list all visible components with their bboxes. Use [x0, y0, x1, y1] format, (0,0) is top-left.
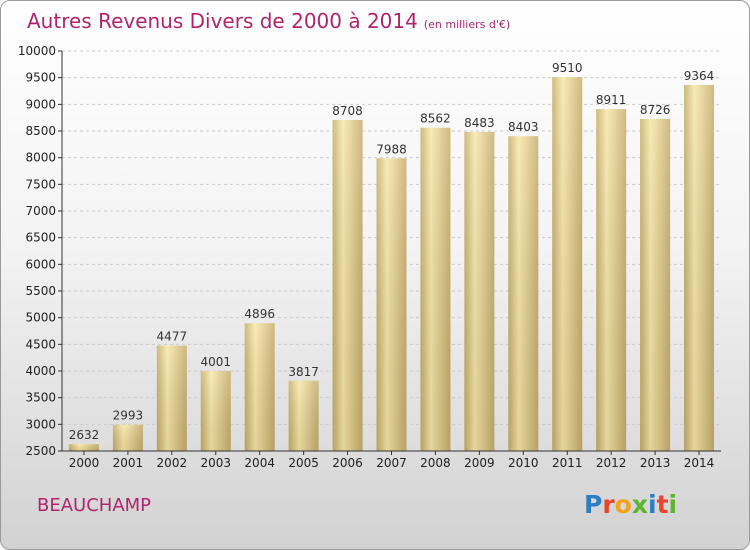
- bar-shade-2010: [508, 136, 539, 451]
- data-label-2007: 7988: [376, 142, 407, 156]
- logo-letter: t: [656, 490, 669, 519]
- x-tick-label: 2012: [596, 456, 627, 470]
- y-tick-label: 10000: [18, 44, 56, 58]
- data-label-2001: 2993: [113, 409, 144, 423]
- y-tick-label: 7500: [25, 177, 56, 191]
- y-tick-label: 3000: [25, 417, 56, 431]
- proxiti-logo: Proxiti: [584, 490, 677, 519]
- y-tick-label: 5000: [25, 311, 56, 325]
- bar-shade-2011: [552, 77, 583, 451]
- bar-shade-2012: [596, 109, 627, 451]
- x-tick-label: 2007: [376, 456, 407, 470]
- data-label-2011: 9510: [552, 61, 583, 75]
- x-tick-label: 2001: [113, 456, 144, 470]
- y-tick-label: 5500: [25, 284, 56, 298]
- bar-shade-2005: [288, 380, 319, 451]
- data-label-2014: 9364: [684, 69, 715, 83]
- data-label-2000: 2632: [69, 428, 100, 442]
- y-tick-label: 8500: [25, 124, 56, 138]
- city-name: BEAUCHAMP: [37, 495, 152, 516]
- y-tick-label: 6000: [25, 257, 56, 271]
- x-tick-label: 2013: [640, 456, 671, 470]
- data-labels: 2632 2993 4477 4001 4896 3817 8708 7988 8562 8483…: [69, 61, 715, 442]
- bar-shade-2001: [112, 424, 143, 451]
- x-tick-label: 2002: [157, 456, 188, 470]
- x-tick-label: 2010: [508, 456, 539, 470]
- x-tick-label: 2003: [200, 456, 231, 470]
- chart-unit: (en milliers d'€): [423, 18, 511, 31]
- x-tick-label: 2000: [69, 456, 100, 470]
- x-tick-label: 2005: [288, 456, 319, 470]
- chart-title: Autres Revenus Divers de 2000 à 2014: [27, 9, 418, 33]
- bar-shade-2002: [156, 345, 187, 451]
- chart-title-block: Autres Revenus Divers de 2000 à 2014 (en …: [27, 9, 510, 33]
- y-tick-label: 6500: [25, 231, 56, 245]
- bar-shade-2013: [640, 118, 671, 452]
- data-label-2006: 8708: [332, 104, 363, 118]
- bars: [68, 77, 715, 452]
- data-label-2009: 8483: [464, 116, 495, 130]
- y-tick-label: 8000: [25, 151, 56, 165]
- logo-letter: r: [602, 490, 615, 519]
- logo-letter: i: [648, 490, 657, 519]
- bar-shade-2009: [464, 131, 495, 451]
- y-tick-label: 7000: [25, 204, 56, 218]
- data-label-2013: 8726: [640, 103, 671, 117]
- logo-letter: x: [631, 490, 648, 519]
- y-tick-label: 9500: [25, 71, 56, 85]
- bar-shade-2004: [244, 323, 275, 451]
- data-label-2005: 3817: [288, 365, 319, 379]
- data-label-2010: 8403: [508, 120, 539, 134]
- y-tick-label: 3500: [25, 391, 56, 405]
- x-tick-label: 2009: [464, 456, 495, 470]
- axes: 2500 3000 3500 4000 4500 5000 5500 6000 6500 7000…: [18, 44, 721, 470]
- data-label-2004: 4896: [244, 307, 275, 321]
- x-tick-label: 2004: [244, 456, 275, 470]
- data-label-2002: 4477: [157, 330, 188, 344]
- y-tick-label: 9000: [25, 97, 56, 111]
- logo-letter: P: [584, 490, 603, 519]
- bar-shade-2008: [420, 127, 451, 452]
- data-label-2008: 8562: [420, 112, 451, 126]
- x-tick-label: 2011: [552, 456, 583, 470]
- bar-shade-2007: [376, 158, 407, 451]
- y-tick-label: 4500: [25, 337, 56, 351]
- y-tick-label: 4000: [25, 364, 56, 378]
- logo-letter: i: [668, 490, 678, 519]
- bar-shade-2006: [332, 119, 363, 451]
- data-label-2012: 8911: [596, 93, 627, 107]
- bar-shade-2003: [200, 370, 231, 451]
- logo-letter: o: [614, 490, 632, 519]
- x-tick-label: 2006: [332, 456, 363, 470]
- data-label-2003: 4001: [200, 355, 231, 369]
- bar-shade-2000: [68, 443, 99, 451]
- bar-shade-2014: [684, 84, 715, 452]
- y-tick-label: 2500: [25, 444, 56, 458]
- x-tick-label: 2014: [684, 456, 715, 470]
- x-tick-label: 2008: [420, 456, 451, 470]
